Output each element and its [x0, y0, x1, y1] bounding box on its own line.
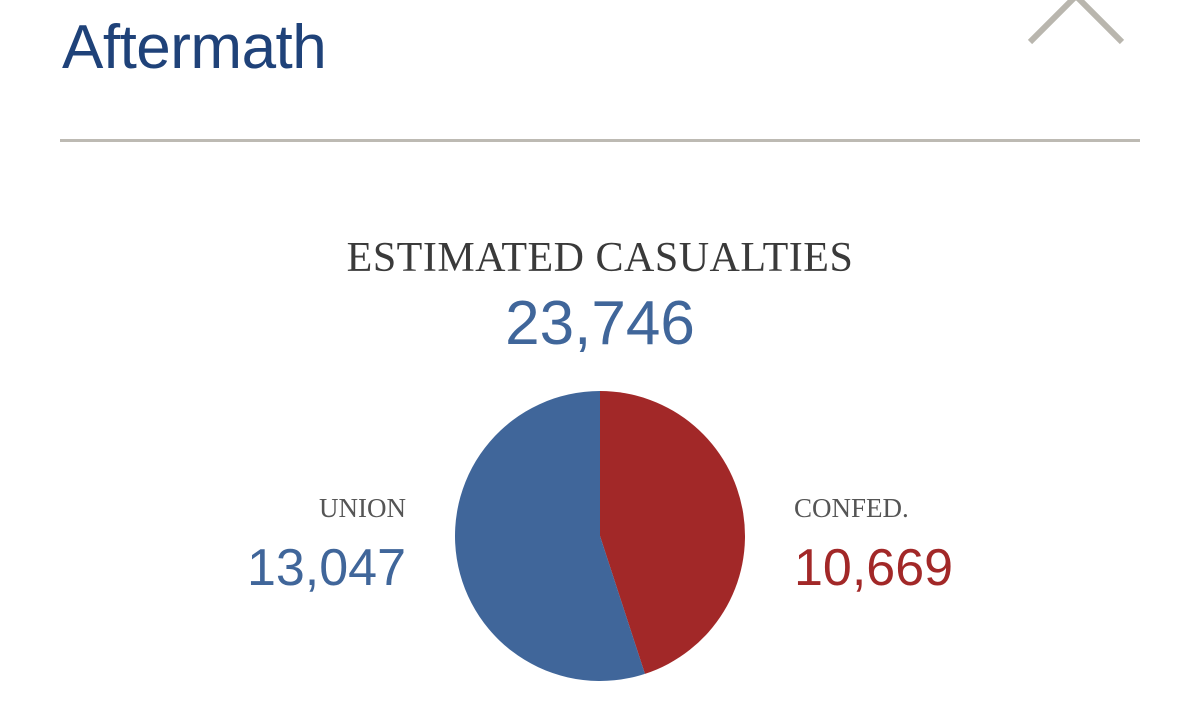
section-title: Aftermath [62, 13, 327, 82]
chevron-up-icon [1027, 0, 1125, 45]
collapse-toggle-button[interactable] [1020, 0, 1132, 50]
chart-total-value: 23,746 [505, 289, 695, 358]
union-label: UNION [319, 493, 406, 523]
section-header[interactable]: Aftermath [0, 0, 1200, 142]
pie-slice-union [454, 391, 645, 681]
union-value: 13,047 [246, 539, 406, 597]
pie-slice-confederate [600, 391, 745, 674]
confederate-label: CONFED. [794, 493, 909, 523]
confederate-value: 10,669 [794, 539, 954, 597]
section-divider [60, 139, 1140, 142]
chart-title: ESTIMATED CASUALTIES [346, 235, 854, 281]
casualties-pie-chart [454, 391, 745, 681]
